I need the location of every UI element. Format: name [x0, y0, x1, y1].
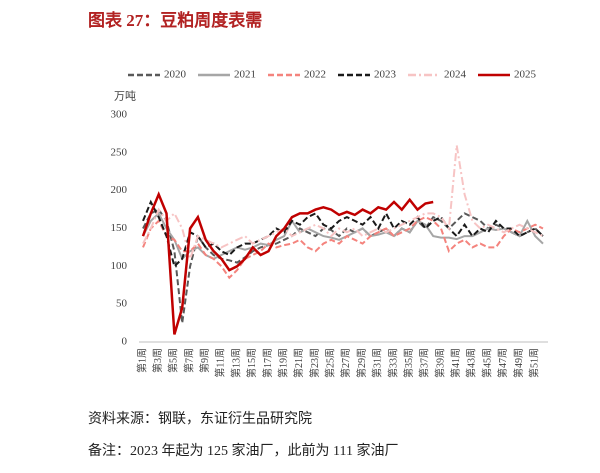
x-tick-label: 第13周	[229, 348, 242, 378]
x-tick-label: 第45周	[480, 348, 493, 378]
y-tick-label: 50	[116, 298, 128, 310]
x-tick-label: 第3周	[151, 348, 164, 373]
x-tick-label: 第15周	[245, 348, 258, 378]
note: 备注：2023 年起为 125 家油厂，此前为 111 家油厂	[88, 442, 398, 459]
x-tick-label: 第23周	[308, 348, 321, 378]
y-tick-label: 150	[111, 222, 128, 234]
chart-title: 图表 27：豆粕周度表需	[88, 10, 262, 30]
x-tick-label: 第49周	[512, 348, 525, 378]
series-line	[142, 215, 544, 280]
x-tick-label: 第47周	[496, 348, 509, 378]
x-tick-label: 第35周	[402, 348, 415, 378]
x-tick-label: 第31周	[371, 348, 384, 378]
y-axis-label: 万吨	[114, 90, 136, 103]
x-tick-label: 第5周	[167, 348, 180, 373]
y-tick-label: 200	[111, 184, 128, 196]
x-tick-label: 第1周	[135, 348, 148, 373]
x-tick-label: 第27周	[339, 348, 352, 378]
legend-label: 2022	[304, 69, 326, 81]
x-tick-label: 第41周	[449, 348, 462, 378]
legend-label: 2021	[234, 69, 256, 81]
x-tick-label: 第11周	[214, 348, 227, 378]
source: 资料来源：钢联，东证衍生品研究院	[88, 411, 312, 427]
x-tick-label: 第37周	[418, 348, 431, 378]
y-tick-label: 0	[122, 336, 128, 348]
x-tick-label: 第19周	[276, 348, 289, 378]
x-tick-label: 第21周	[292, 348, 305, 378]
y-tick-label: 300	[111, 109, 128, 121]
legend-label: 2025	[514, 69, 537, 81]
y-tick-label: 250	[111, 146, 128, 158]
series-line	[142, 208, 544, 324]
legend-label: 2020	[164, 69, 187, 81]
legend-label: 2023	[374, 69, 397, 81]
x-tick-label: 第39周	[433, 348, 446, 378]
x-tick-label: 第17周	[261, 348, 274, 378]
x-tick-label: 第9周	[198, 348, 211, 373]
y-tick-label: 100	[111, 260, 128, 272]
series-line	[142, 145, 544, 263]
series-line	[141, 191, 434, 335]
x-tick-label: 第7周	[182, 348, 195, 373]
x-tick-label: 第29周	[355, 348, 368, 378]
legend-label: 2024	[444, 69, 467, 81]
x-tick-label: 第51周	[527, 348, 540, 378]
x-tick-label: 第33周	[386, 348, 399, 378]
x-tick-label: 第43周	[465, 348, 478, 378]
x-tick-label: 第25周	[324, 348, 337, 378]
